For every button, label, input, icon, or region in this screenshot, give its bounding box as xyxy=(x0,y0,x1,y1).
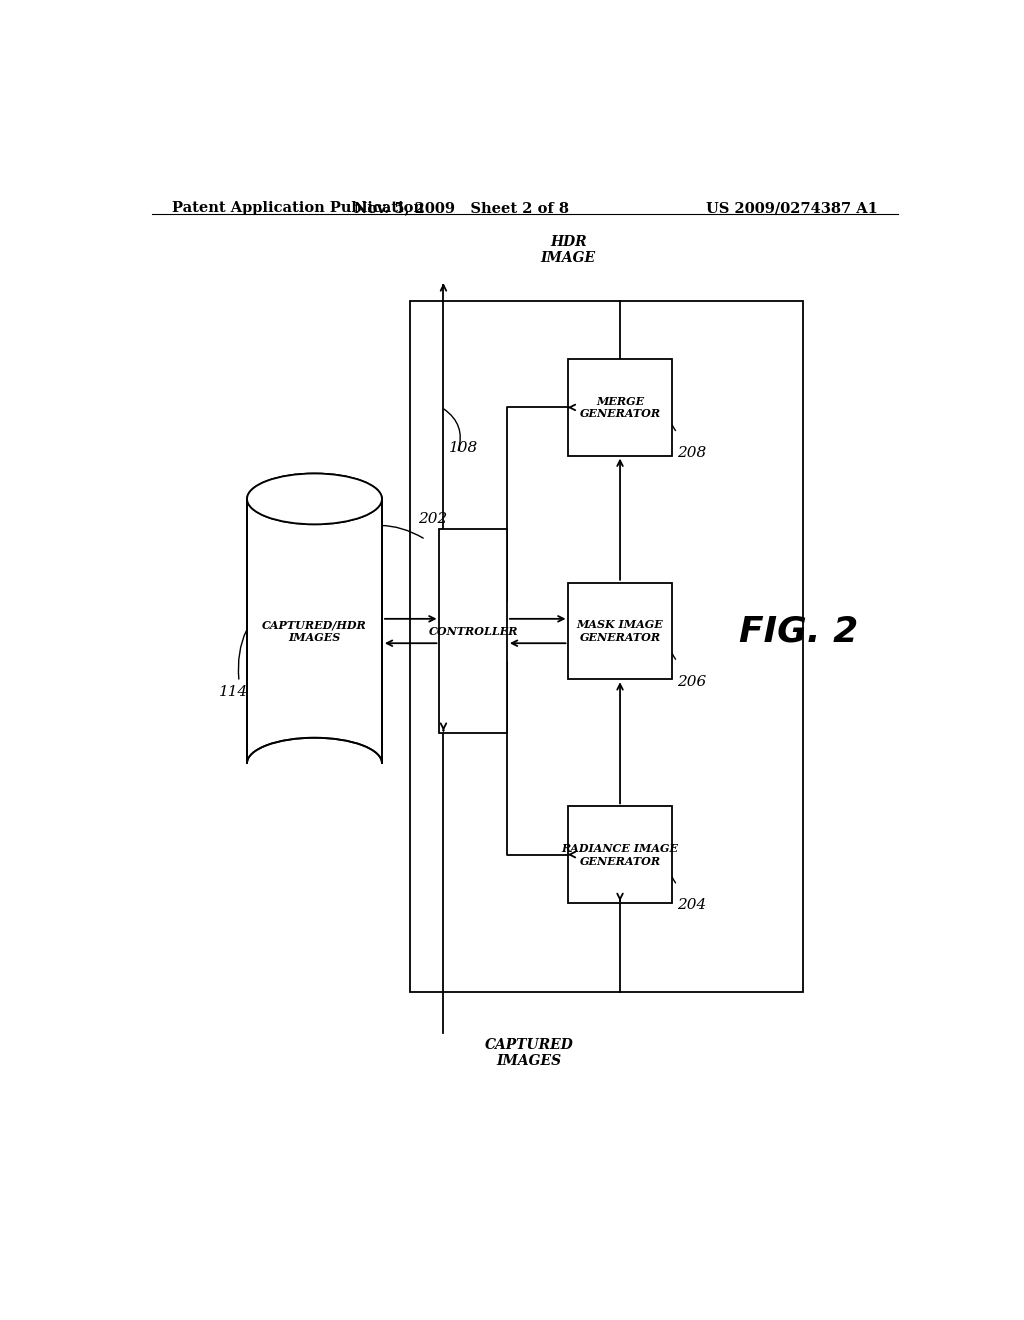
Bar xyxy=(247,499,382,763)
Bar xyxy=(568,582,672,680)
Text: 208: 208 xyxy=(677,446,707,461)
Text: RADIANCE IMAGE
GENERATOR: RADIANCE IMAGE GENERATOR xyxy=(561,842,679,866)
Text: 202: 202 xyxy=(418,512,446,527)
Text: FIG. 2: FIG. 2 xyxy=(739,614,858,648)
Text: MERGE
GENERATOR: MERGE GENERATOR xyxy=(580,396,660,420)
Text: US 2009/0274387 A1: US 2009/0274387 A1 xyxy=(707,201,878,215)
Text: Patent Application Publication: Patent Application Publication xyxy=(172,201,424,215)
Text: CAPTURED
IMAGES: CAPTURED IMAGES xyxy=(484,1038,573,1068)
Text: CAPTURED/HDR
IMAGES: CAPTURED/HDR IMAGES xyxy=(262,619,367,643)
Bar xyxy=(410,301,803,991)
Text: 206: 206 xyxy=(677,675,707,689)
FancyBboxPatch shape xyxy=(247,499,382,763)
Text: MASK IMAGE
GENERATOR: MASK IMAGE GENERATOR xyxy=(577,619,664,643)
Text: 114: 114 xyxy=(219,685,249,700)
Bar xyxy=(568,359,672,455)
Text: 204: 204 xyxy=(677,899,707,912)
Bar xyxy=(439,529,507,733)
Bar xyxy=(568,807,672,903)
Text: 108: 108 xyxy=(450,441,478,455)
Text: HDR
IMAGE: HDR IMAGE xyxy=(541,235,596,265)
Bar xyxy=(247,499,382,763)
Text: Nov. 5, 2009   Sheet 2 of 8: Nov. 5, 2009 Sheet 2 of 8 xyxy=(354,201,568,215)
Ellipse shape xyxy=(247,474,382,524)
Text: CONTROLLER: CONTROLLER xyxy=(428,626,518,636)
